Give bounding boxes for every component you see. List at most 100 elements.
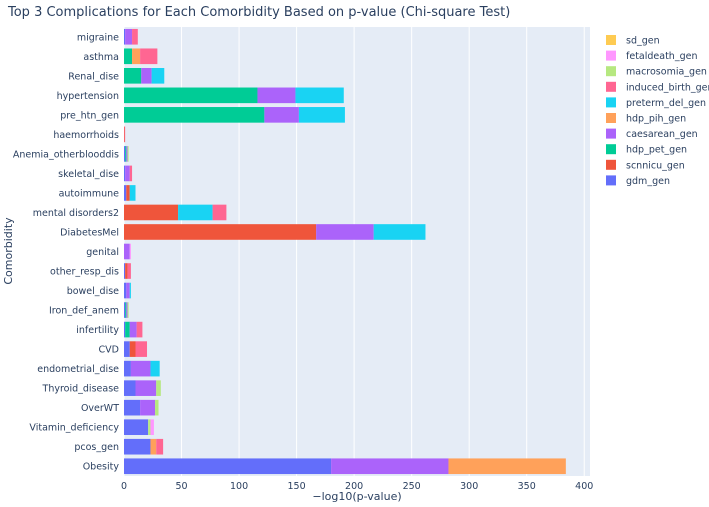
bar-scnnicu_gen-DiabetesMel (124, 224, 317, 240)
bar-gdm_gen-autoimmune (124, 185, 127, 201)
legend-label-preterm_del_gen: preterm_del_gen (626, 98, 706, 109)
y-tick-label: DiabetesMel (60, 227, 119, 238)
legend-swatch-hdp_pet_gen (606, 144, 616, 155)
legend-label-macrosomia_gen: macrosomia_gen (626, 67, 707, 78)
bar-induced_birth_gen-CVD (135, 341, 148, 357)
x-tick-label: 400 (575, 481, 593, 492)
y-tick-label: migraine (77, 32, 119, 43)
y-tick-label: OverWT (81, 403, 119, 414)
bar-gdm_gen-other_resp_dis (124, 263, 126, 279)
bar-preterm_del_gen-hypertension (295, 87, 344, 104)
bar-macrosomia_gen-Anemia_otherblooddis (127, 146, 129, 162)
bar-gdm_gen-infertility (124, 321, 126, 338)
bar-hdp_pih_gen-Obesity (448, 458, 566, 475)
x-tick-label: 250 (403, 481, 421, 492)
y-tick-label: infertility (76, 325, 119, 336)
y-tick-label: other_resp_dis (50, 267, 119, 278)
legend: sd_gen fetaldeath_gen macrosomia_geninduce… (606, 35, 709, 187)
bar-gdm_gen-endometrial_dise (124, 360, 131, 377)
bar-hdp_pih_gen-asthma (132, 48, 141, 65)
legend-swatch-sd_gen (606, 35, 616, 45)
chart-title: Top 3 Complications for Each Comorbidity… (7, 5, 510, 20)
y-axis-ticks: migraine asthma Renal_dise hypertension pre_… (13, 32, 119, 472)
x-tick-label: 350 (518, 481, 536, 492)
bar-induced_birth_gen-asthma (140, 48, 158, 65)
bar-caesarean_gen-Obesity (331, 458, 449, 475)
bar-gdm_gen-Obesity (124, 458, 332, 475)
bar-caesarean_gen-hypertension (257, 87, 296, 104)
x-tick-label: 200 (345, 481, 363, 492)
bar-hdp_pet_gen-hypertension (124, 87, 258, 104)
bar-hdp_pih_gen-pcos_gen (150, 438, 157, 455)
bar-induced_birth_gen-mental-disorders2 (212, 204, 227, 221)
bar-induced_birth_gen-pcos_gen (156, 438, 164, 455)
bar-scnnicu_gen-other_resp_dis (125, 263, 128, 279)
y-tick-label: endometrial_dise (37, 364, 119, 375)
x-tick-label: 100 (230, 481, 248, 492)
bar-caesarean_gen-Thyroid_disease (135, 380, 157, 396)
x-tick-label: 150 (288, 481, 306, 492)
bar-fetaldeath_gen-genital (129, 243, 131, 260)
bar-gdm_gen-Vitamin_deficiency (124, 419, 149, 436)
bar-preterm_del_gen-DiabetesMel (373, 224, 426, 240)
legend-label-gdm_gen: gdm_gen (626, 176, 670, 187)
y-tick-label: skeletal_dise (58, 169, 119, 180)
bar-macrosomia_gen-OverWT (155, 399, 159, 416)
bar-induced_birth_gen-skeletal_dise (129, 165, 133, 182)
bar-caesarean_gen-genital (124, 243, 130, 260)
legend-swatch-fetaldeath_gen (606, 50, 616, 61)
legend-label-induced_birth_gen: induced_birth_gen (626, 82, 709, 93)
legend-swatch-caesarean_gen (606, 128, 616, 139)
bar-induced_birth_gen-other_resp_dis (127, 263, 131, 279)
y-tick-label: Obesity (83, 462, 120, 473)
bar-preterm_del_gen-autoimmune (129, 185, 136, 201)
bar-scnnicu_gen-haemorrhoids (124, 126, 125, 143)
bar-hdp_pet_gen-asthma (124, 48, 133, 65)
bar-induced_birth_gen-migraine (132, 28, 138, 45)
y-tick-label: bowel_dise (67, 286, 119, 297)
bar-gdm_gen-Iron_def_anem (124, 302, 126, 318)
y-tick-label: mental disorders2 (33, 208, 119, 219)
bars (124, 28, 566, 475)
y-tick-label: asthma (83, 52, 119, 63)
x-axis-label: −log10(p-value) (312, 490, 401, 503)
bar-induced_birth_gen-haemorrhoids (124, 126, 126, 143)
legend-label-caesarean_gen: caesarean_gen (626, 129, 698, 140)
bar-macrosomia_gen-Thyroid_disease (156, 380, 161, 396)
bar-caesarean_gen-Renal_dise (141, 67, 152, 84)
x-tick-label: 300 (460, 481, 478, 492)
legend-label-scnnicu_gen: scnnicu_gen (626, 160, 685, 171)
y-tick-label: genital (86, 247, 119, 258)
legend-swatch-hdp_pih_gen (606, 113, 616, 123)
legend-label-sd_gen: sd_gen (626, 36, 660, 47)
bar-preterm_del_gen-Renal_dise (151, 67, 165, 84)
bar-scnnicu_gen-autoimmune (126, 185, 130, 201)
bar-caesarean_gen-infertility (129, 321, 137, 338)
x-axis-ticks: 0 50 100 150 200 250 300 350 400 (121, 481, 593, 492)
x-tick-label: 50 (175, 481, 187, 492)
y-tick-label: Vitamin_deficiency (29, 423, 119, 434)
bar-gdm_gen-pcos_gen (124, 438, 151, 455)
y-tick-label: hypertension (57, 91, 119, 102)
bar-caesarean_gen-DiabetesMel (316, 224, 374, 240)
bar-scnnicu_gen-CVD (129, 341, 136, 357)
bar-caesarean_gen-migraine (125, 28, 133, 45)
bar-induced_birth_gen-infertility (136, 321, 143, 338)
x-tick-label: 0 (121, 481, 127, 492)
bar-caesarean_gen-Iron_def_anem (126, 302, 128, 318)
y-tick-label: pre_htn_gen (60, 110, 119, 121)
y-tick-label: Iron_def_anem (49, 306, 119, 317)
y-tick-label: CVD (99, 345, 119, 356)
legend-label-fetaldeath_gen: fetaldeath_gen (626, 51, 697, 62)
y-tick-label: haemorrhoids (53, 130, 119, 141)
bar-scnnicu_gen-mental-disorders2 (124, 204, 179, 221)
bar-caesarean_gen-Anemia_otherblooddis (126, 146, 128, 162)
bar-preterm_del_gen-mental-disorders2 (178, 204, 213, 221)
legend-swatch-induced_birth_gen (606, 81, 616, 92)
bar-caesarean_gen-endometrial_dise (130, 360, 151, 377)
legend-swatch-gdm_gen (606, 175, 616, 186)
bar-caesarean_gen-OverWT (140, 399, 156, 416)
y-tick-label: Thyroid_disease (42, 384, 120, 395)
y-tick-label: autoimmune (59, 188, 120, 199)
